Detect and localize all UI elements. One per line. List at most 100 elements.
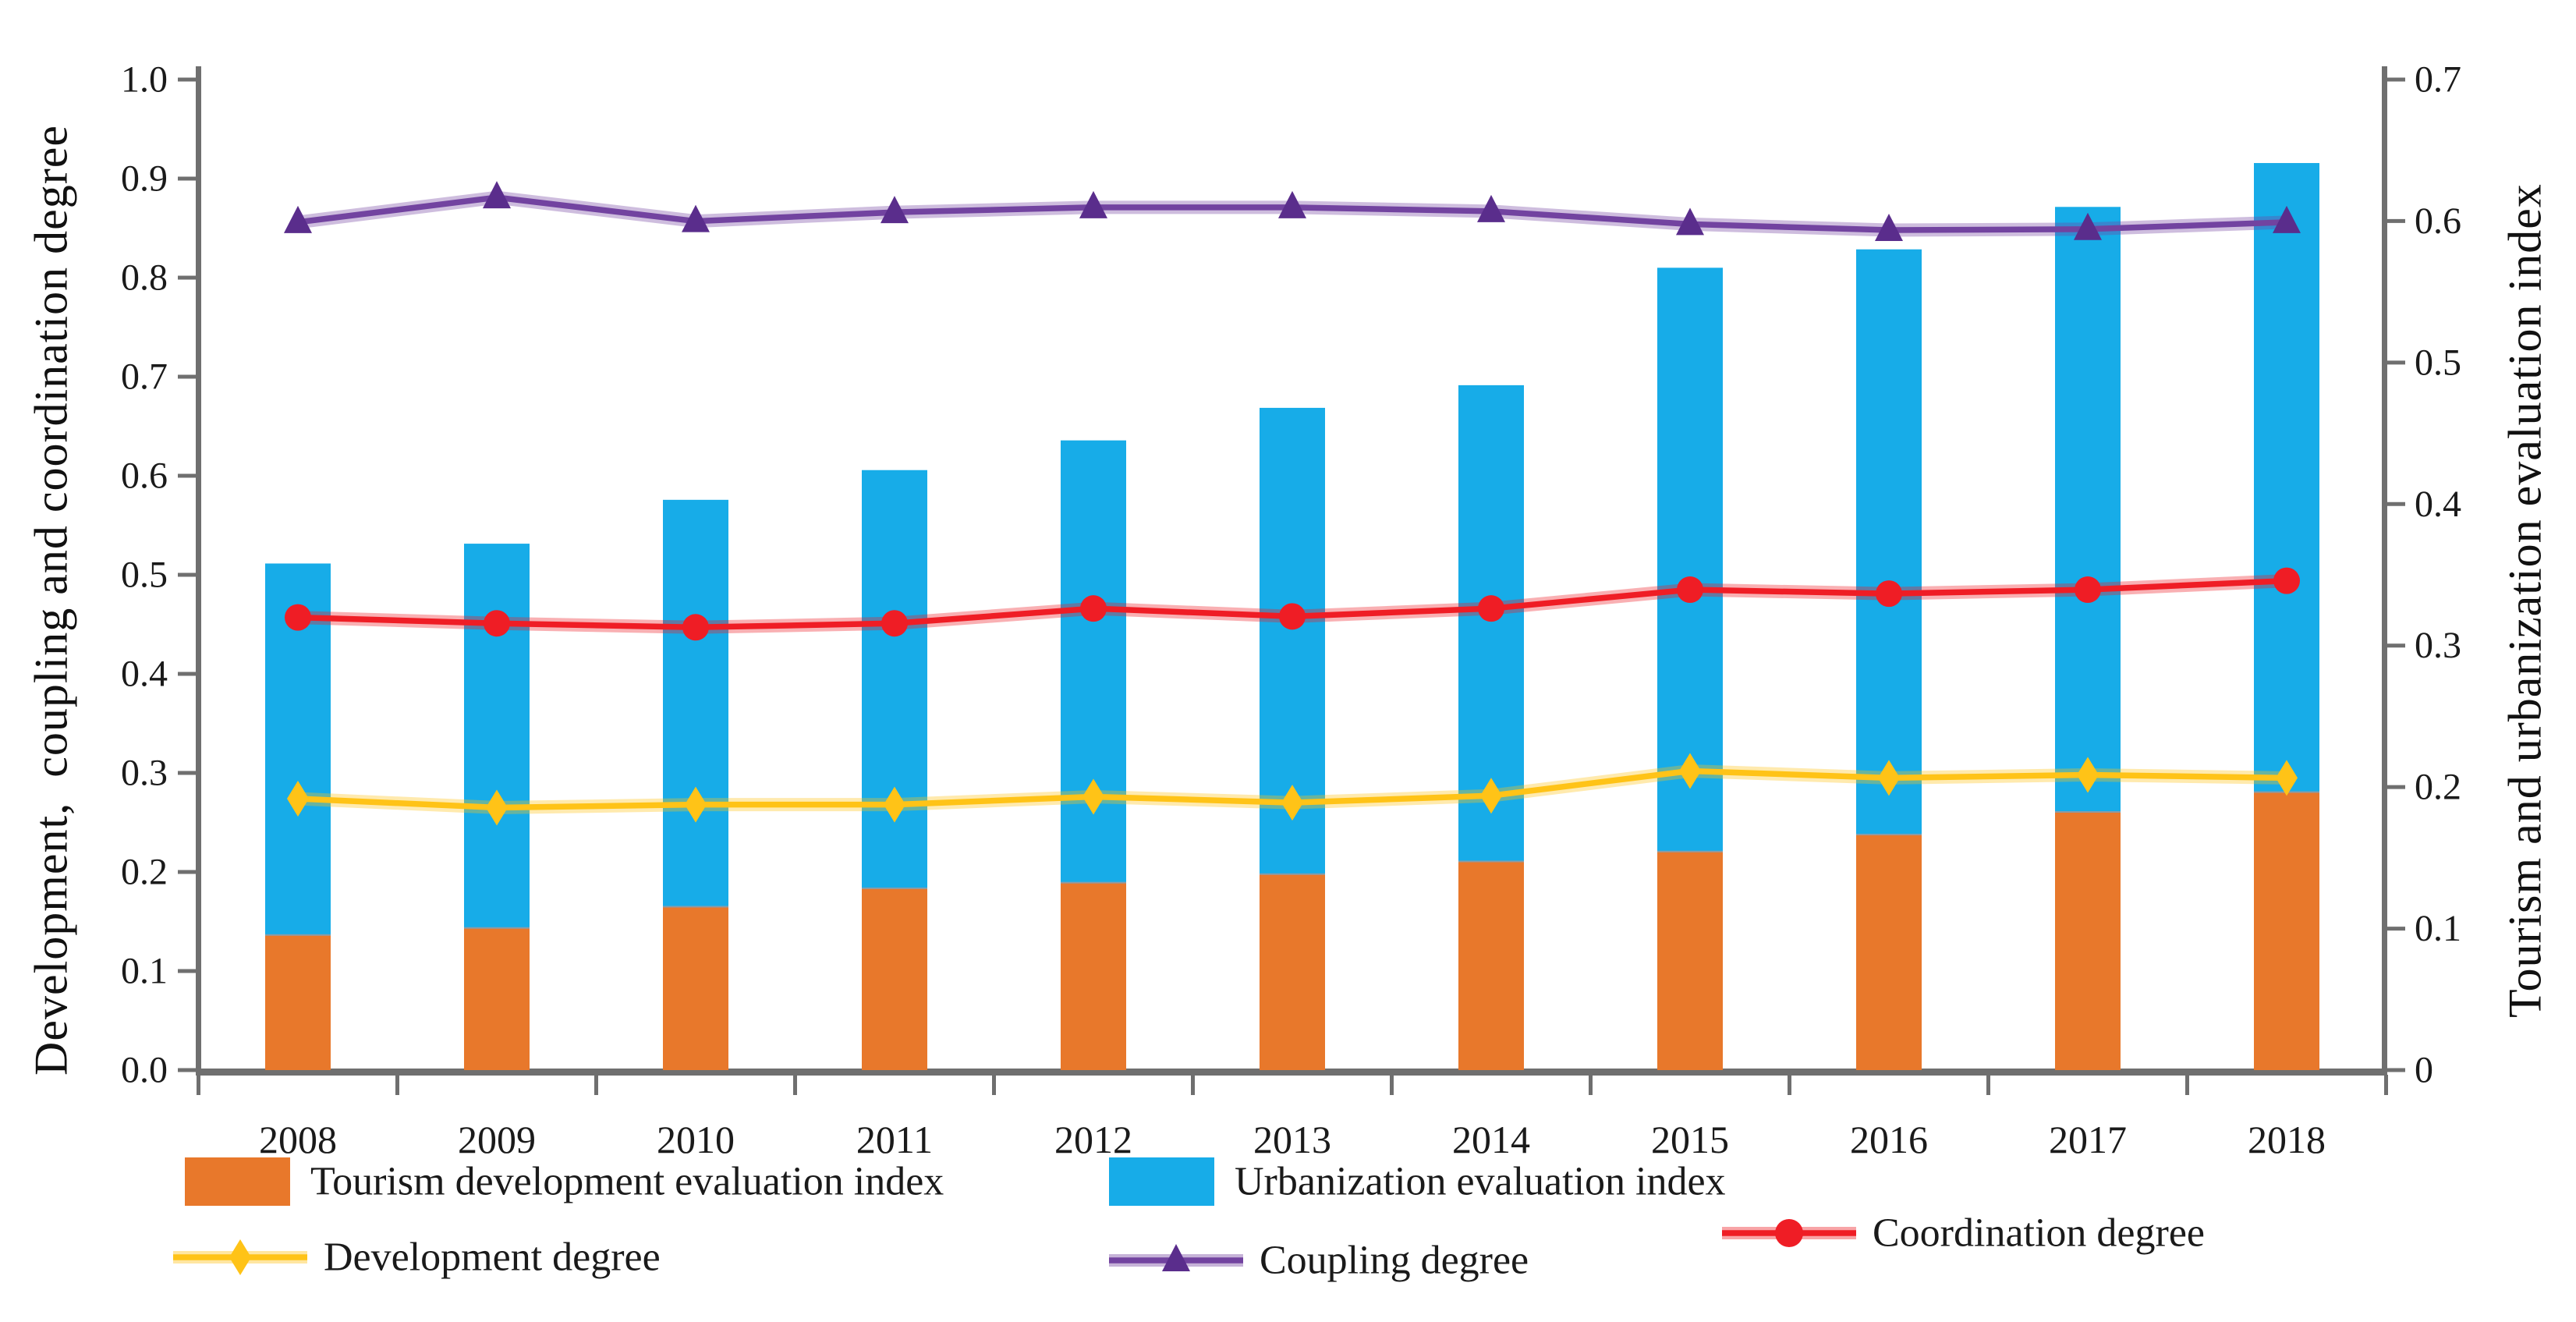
left-axis-tick-label: 0.5	[121, 555, 168, 596]
left-axis-tick-label: 0.3	[121, 753, 168, 794]
legend-swatch-tourism	[185, 1157, 290, 1206]
right-axis-tick-label: 0.1	[2415, 908, 2461, 949]
marker-coupling-2018	[2273, 205, 2301, 233]
right-axis-tick-label: 0.6	[2415, 200, 2461, 242]
bar-urbanization-2016	[1856, 249, 1922, 835]
x-axis-year-label: 2018	[2248, 1118, 2326, 1161]
marker-coupling-2016	[1875, 214, 1903, 242]
marker-coupling-2014	[1477, 194, 1505, 222]
right-axis-spine	[2382, 66, 2387, 1075]
legend-label-development: Development degree	[324, 1235, 661, 1280]
marker-coupling-2010	[682, 204, 710, 232]
marker-coordination-2018	[2273, 567, 2300, 594]
x-axis-year-label: 2013	[1253, 1118, 1331, 1161]
marker-coupling-2017	[2074, 212, 2102, 240]
left-axis-tick-label: 1.0	[121, 59, 168, 101]
right-axis-tick-label: 0.2	[2415, 767, 2461, 808]
x-axis-year-label: 2011	[856, 1118, 933, 1161]
bar-tourism-2014	[1458, 860, 1524, 1070]
bar-tourism-2010	[663, 906, 728, 1070]
left-axis-spine	[196, 66, 201, 1075]
marker-coupling-2009	[483, 181, 511, 209]
right-axis-tick-label: 0	[2415, 1050, 2433, 1091]
legend-label-tourism: Tourism development evaluation index	[310, 1160, 944, 1204]
marker-coupling-2013	[1278, 190, 1306, 218]
marker-coordination-2015	[1677, 576, 1703, 604]
bar-urbanization-2009	[464, 544, 530, 927]
x-axis-year-label: 2009	[458, 1118, 536, 1161]
bar-tourism-2013	[1260, 873, 1325, 1070]
x-axis-year-label: 2015	[1651, 1118, 1729, 1161]
marker-coordination-2016	[1876, 580, 1902, 608]
x-axis-year-label: 2014	[1452, 1118, 1530, 1161]
marker-development-2015	[1679, 753, 1701, 789]
left-axis-tick-label: 0.0	[121, 1050, 168, 1091]
legend-swatch-urbanization	[1109, 1157, 1214, 1206]
marker-coupling-2015	[1676, 207, 1704, 236]
marker-coordination-2008	[285, 604, 311, 631]
bar-tourism-2018	[2254, 791, 2319, 1070]
bar-tourism-2012	[1061, 881, 1126, 1070]
stack-divider	[1657, 849, 1723, 852]
left-axis-tick-label: 0.7	[121, 356, 168, 398]
marker-development-2009	[486, 789, 508, 826]
marker-coordination-2011	[881, 610, 908, 637]
marker-coupling-2012	[1079, 190, 1107, 218]
x-axis-year-label: 2010	[657, 1118, 735, 1161]
marker-coordination-2012	[1080, 595, 1107, 622]
bar-urbanization-2017	[2055, 207, 2121, 811]
bar-urbanization-2018	[2254, 163, 2319, 792]
marker-coordination-2013	[1279, 603, 1306, 630]
marker-development-2017	[2077, 757, 2099, 793]
legend-marker-diamond	[229, 1239, 251, 1275]
bar-tourism-2017	[2055, 810, 2121, 1070]
bar-urbanization-2011	[862, 470, 927, 888]
marker-development-2008	[287, 781, 309, 817]
left-axis-tick-label: 0.9	[121, 158, 168, 200]
marker-development-2016	[1878, 760, 1900, 796]
bar-urbanization-2010	[663, 499, 728, 906]
marker-development-2010	[685, 786, 707, 823]
x-axis-year-label: 2012	[1054, 1118, 1132, 1161]
right-axis-tick-label: 0.5	[2415, 342, 2461, 383]
legend-label-coupling: Coupling degree	[1260, 1239, 1529, 1283]
marker-coupling-2008	[284, 205, 312, 233]
marker-development-2018	[2276, 760, 2298, 796]
left-axis-tick-label: 0.4	[121, 654, 168, 695]
right-axis-title: Tourism and urbanization evaluation inde…	[2499, 183, 2551, 1018]
left-axis-title: Development, coupling and coordination d…	[25, 125, 77, 1076]
left-axis-tick-label: 0.1	[121, 951, 168, 992]
marker-coordination-2009	[484, 610, 510, 637]
stack-divider	[464, 925, 530, 929]
legend-marker-triangle	[1162, 1244, 1190, 1271]
bar-tourism-2015	[1657, 850, 1723, 1070]
right-axis-tick-label: 0.4	[2415, 484, 2461, 525]
x-axis-year-label: 2017	[2049, 1118, 2127, 1161]
bar-tourism-2016	[1856, 834, 1922, 1070]
legend-label-urbanization: Urbanization evaluation index	[1235, 1160, 1726, 1204]
marker-coordination-2014	[1478, 595, 1504, 622]
marker-coordination-2010	[682, 614, 709, 641]
marker-development-2012	[1082, 778, 1104, 815]
marker-coupling-2011	[881, 196, 909, 224]
bar-tourism-2008	[265, 934, 331, 1070]
x-axis-year-label: 2008	[259, 1118, 337, 1161]
legend-marker-circle	[1775, 1219, 1803, 1247]
x-axis-year-label: 2016	[1850, 1118, 1928, 1161]
left-axis-tick-label: 0.2	[121, 852, 168, 893]
x-axis-line	[196, 1069, 2387, 1076]
marker-development-2011	[884, 786, 905, 823]
legend-label-coordination: Coordination degree	[1873, 1211, 2205, 1256]
bar-urbanization-2012	[1061, 440, 1126, 882]
right-axis-tick-label: 0.7	[2415, 59, 2461, 101]
bar-tourism-2011	[862, 887, 927, 1070]
right-axis-tick-label: 0.3	[2415, 625, 2461, 666]
left-axis-tick-label: 0.8	[121, 257, 168, 299]
left-axis-tick-label: 0.6	[121, 455, 168, 497]
marker-development-2014	[1480, 778, 1502, 814]
marker-development-2013	[1281, 785, 1303, 821]
bar-tourism-2009	[464, 927, 530, 1070]
marker-coordination-2017	[2075, 576, 2101, 604]
